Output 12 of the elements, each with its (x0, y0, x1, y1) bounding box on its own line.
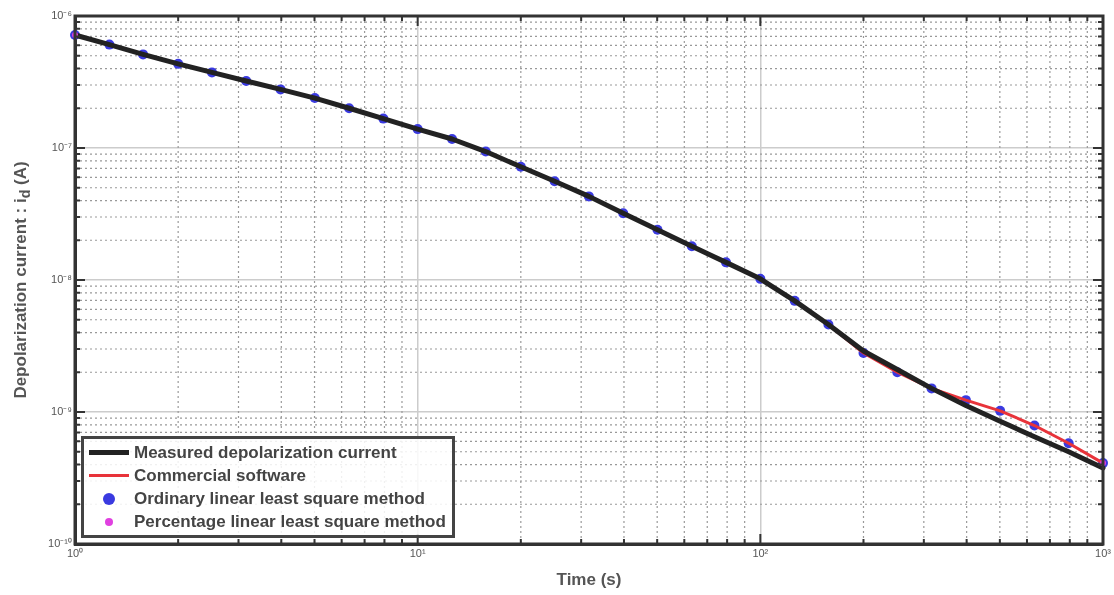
x-axis-title: Time (s) (555, 570, 623, 590)
y-tick-label: 10⁻⁹ (51, 405, 72, 418)
x-tick-label: 10² (752, 546, 769, 559)
x-tick-label: 10¹ (409, 546, 426, 559)
y-tick-label: 10⁻⁸ (51, 273, 72, 286)
y-tick-label: 10⁻⁶ (51, 9, 72, 22)
legend-label: Commercial software (134, 465, 306, 486)
y-tick-label: 10⁻⁷ (51, 141, 73, 154)
x-tick-label: 10³ (1095, 546, 1112, 559)
legend-label: Measured depolarization current (134, 442, 397, 463)
legend-label: Ordinary linear least square method (134, 488, 425, 509)
legend-label: Percentage linear least square method (134, 511, 446, 532)
